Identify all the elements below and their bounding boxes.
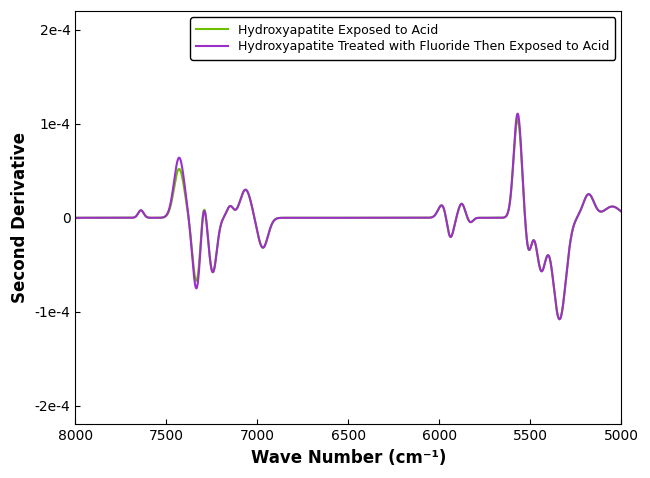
Line: Hydroxyapatite Treated with Fluoride Then Exposed to Acid: Hydroxyapatite Treated with Fluoride The… [75,114,621,319]
Legend: Hydroxyapatite Exposed to Acid, Hydroxyapatite Treated with Fluoride Then Expose: Hydroxyapatite Exposed to Acid, Hydroxya… [190,17,615,60]
Hydroxyapatite Exposed to Acid [305,215,313,221]
X-axis label: Wave Number (cm⁻¹): Wave Number (cm⁻¹) [251,449,446,467]
Hydroxyapatite Treated with Fluoride Then Exposed to Acid [514,111,521,117]
Hydroxyapatite Treated with Fluoride Then Exposed to Acid [305,215,313,221]
Hydroxyapatite Exposed to Acid [607,204,615,209]
Hydroxyapatite Exposed to Acid [618,209,625,215]
Hydroxyapatite Treated with Fluoride Then Exposed to Acid [556,316,564,322]
Hydroxyapatite Treated with Fluoride Then Exposed to Acid [72,215,79,221]
Hydroxyapatite Exposed to Acid [548,269,556,275]
Hydroxyapatite Exposed to Acid [166,205,174,211]
Hydroxyapatite Treated with Fluoride Then Exposed to Acid [618,209,625,215]
Hydroxyapatite Exposed to Acid [281,215,289,221]
Hydroxyapatite Treated with Fluoride Then Exposed to Acid [281,215,289,221]
Hydroxyapatite Exposed to Acid [134,211,142,217]
Hydroxyapatite Treated with Fluoride Then Exposed to Acid [548,269,556,275]
Hydroxyapatite Exposed to Acid [556,316,564,322]
Line: Hydroxyapatite Exposed to Acid: Hydroxyapatite Exposed to Acid [75,120,621,319]
Hydroxyapatite Exposed to Acid [514,117,521,122]
Hydroxyapatite Treated with Fluoride Then Exposed to Acid [134,211,142,217]
Hydroxyapatite Exposed to Acid [72,215,79,221]
Y-axis label: Second Derivative: Second Derivative [11,132,29,304]
Hydroxyapatite Treated with Fluoride Then Exposed to Acid [607,204,615,209]
Hydroxyapatite Treated with Fluoride Then Exposed to Acid [166,203,174,208]
